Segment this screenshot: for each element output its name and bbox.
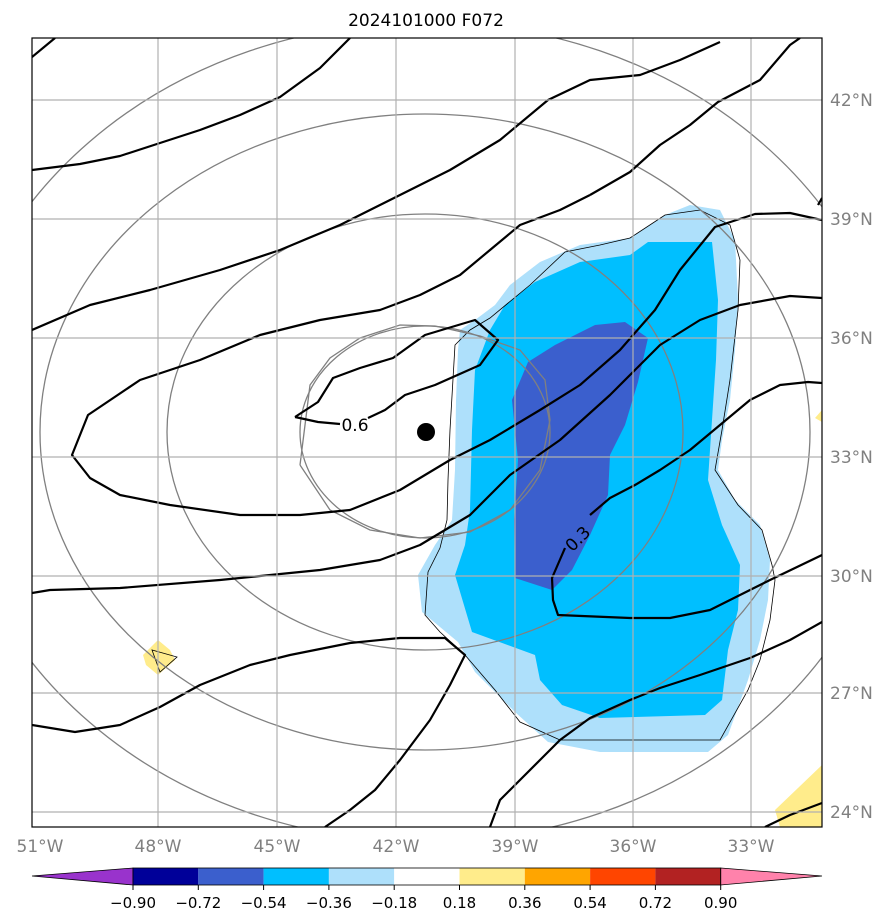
gray-ring-3 [39, 113, 811, 751]
colorbar-frame [132, 867, 722, 886]
lon-label-45w: 45°W [254, 837, 301, 857]
colorbar-tick-label-1: −0.90 [110, 894, 156, 912]
colorbar-ticks [132, 885, 722, 890]
colorbar-seg-3 [263, 868, 329, 885]
lat-label-39n: 39°N [830, 210, 873, 230]
colorbar: −0.90 −0.72 −0.54 −0.36 −0.18 0.18 0.36 … [31, 867, 823, 912]
map-title: 2024101000 F072 [348, 11, 504, 31]
lat-label-33n: 33°N [830, 448, 873, 468]
colorbar-tick-label-6: 0.18 [443, 894, 476, 912]
lon-label-36w: 36°W [610, 837, 657, 857]
contour-line-10 [589, 38, 801, 196]
thin-outline-west-patch [151, 649, 178, 673]
contour-loop-2 [32, 40, 721, 332]
light-yellow-patch-east-edge [815, 410, 822, 422]
contour-line-5 [32, 294, 822, 595]
contour-0.6 [294, 318, 500, 426]
lat-label-36n: 36°N [830, 329, 873, 349]
colorbar-tick-label-10: 0.90 [704, 894, 737, 912]
colorbar-extend-left [31, 867, 134, 886]
colorbar-seg-6 [459, 868, 525, 885]
lon-label-33w: 33°W [728, 837, 775, 857]
longitude-labels: 51°W 48°W 45°W 42°W 39°W 36°W 33°W [17, 837, 775, 857]
lon-label-39w: 39°W [492, 837, 539, 857]
black-contour-lines [32, 38, 822, 827]
colorbar-tick-label-3: −0.54 [241, 894, 287, 912]
storm-center-marker [417, 423, 435, 441]
lat-label-30n: 30°N [830, 567, 873, 587]
colorbar-seg-1 [133, 868, 199, 885]
lon-label-48w: 48°W [135, 837, 182, 857]
gray-inner-ring [299, 324, 551, 539]
colorbar-tick-label-5: −0.18 [371, 894, 417, 912]
lon-label-51w: 51°W [17, 837, 64, 857]
colorbar-seg-2 [198, 868, 264, 885]
contour-0.3 [550, 380, 822, 620]
colorbar-tick-label-9: 0.72 [639, 894, 672, 912]
contour-line-3 [32, 38, 351, 172]
colorbar-seg-7 [524, 868, 591, 885]
lon-label-42w: 42°W [373, 837, 420, 857]
colorbar-tick-label-4: −0.36 [306, 894, 352, 912]
latitude-labels: 42°N 39°N 36°N 33°N 30°N 27°N 24°N [830, 91, 873, 823]
colorbar-tick-label-8: 0.54 [573, 894, 606, 912]
contour-line-4 [32, 38, 56, 58]
thin-region-outline [424, 209, 776, 741]
contour-loop-1 [32, 194, 822, 517]
contour-line-7 [32, 636, 467, 827]
colorbar-seg-8 [590, 868, 656, 885]
gray-ring-2 [166, 213, 684, 651]
colorbar-seg-5 [394, 868, 460, 885]
plot-frame [31, 37, 823, 828]
contour-line-9 [764, 801, 822, 827]
gray-concentric-rings [32, 38, 822, 827]
colorbar-tick-label-2: −0.72 [175, 894, 221, 912]
contour-label-0.6: 0.6 [341, 416, 368, 436]
colorbar-tick-label-7: 0.36 [508, 894, 541, 912]
lat-label-27n: 27°N [830, 684, 873, 704]
colorbar-seg-9 [655, 868, 721, 885]
colorbar-seg-4 [328, 868, 395, 885]
lat-label-42n: 42°N [830, 91, 873, 111]
colorbar-extend-right [720, 867, 823, 886]
map-plot-area: 0.6 0.3 [32, 38, 822, 827]
contour-line-11 [817, 197, 822, 206]
contour-line-8 [488, 621, 822, 827]
gridlines [32, 38, 822, 827]
lat-label-24n: 24°N [830, 803, 873, 823]
